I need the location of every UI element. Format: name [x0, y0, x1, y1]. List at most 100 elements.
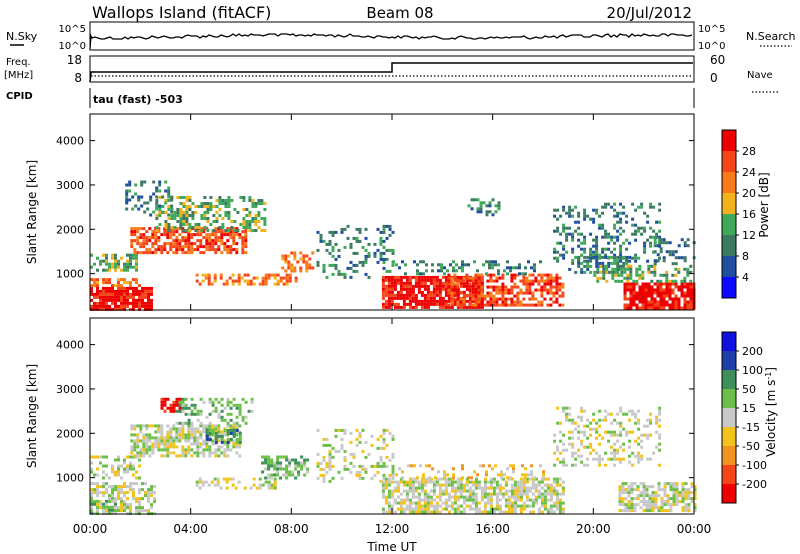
velocity-cell [501, 486, 505, 490]
velocity-cell [598, 418, 602, 422]
velocity-cell [184, 448, 188, 452]
power-cell [150, 286, 153, 290]
power-cell [215, 220, 219, 223]
power-cell [629, 306, 633, 310]
velocity-cell [129, 461, 132, 465]
power-cell [629, 264, 633, 268]
power-cell [497, 272, 500, 276]
power-cell [176, 211, 180, 214]
power-cell [111, 265, 114, 269]
velocity-cell [163, 454, 167, 458]
power-cell [438, 281, 442, 285]
velocity-cell [136, 445, 140, 449]
power-cell [583, 235, 587, 239]
power-cell [602, 270, 606, 274]
power-cell [135, 262, 138, 266]
power-cell [650, 288, 654, 292]
velocity-cell [420, 507, 424, 511]
power-cell [157, 248, 161, 252]
velocity-cell [132, 467, 135, 471]
power-cell [111, 284, 114, 288]
power-cell [613, 226, 617, 230]
velocity-cell [172, 424, 176, 428]
velocity-cell [525, 492, 529, 496]
velocity-cell [637, 418, 641, 422]
power-cell [194, 211, 198, 214]
velocity-cell [684, 491, 688, 495]
velocity-cell [642, 509, 646, 513]
power-cell [613, 247, 617, 251]
power-cell [476, 198, 480, 202]
power-cell [555, 285, 559, 289]
velocity-cell [225, 477, 229, 481]
velocity-cell [450, 480, 454, 484]
velocity-cell [627, 500, 631, 504]
power-cell [385, 236, 389, 240]
power-cell [244, 251, 248, 255]
colorbar-segment [722, 351, 736, 371]
velocity-cell [438, 483, 442, 487]
power-cell [574, 205, 578, 209]
power-cell [641, 297, 645, 301]
power-cell [200, 205, 204, 208]
power-cell [93, 278, 96, 282]
velocity-cell [516, 498, 520, 502]
power-cell [613, 214, 617, 218]
power-cell [337, 272, 341, 276]
velocity-cell [568, 412, 572, 416]
velocity-cell [217, 454, 221, 458]
power-cell [595, 255, 599, 259]
power-cell [224, 199, 228, 202]
velocity-cell [105, 509, 108, 513]
power-cell [644, 294, 648, 298]
power-cell [671, 288, 675, 292]
velocity-cell [154, 445, 158, 449]
power-cell [495, 288, 499, 292]
velocity-cell [136, 433, 140, 437]
power-cell [144, 301, 147, 305]
velocity-cell [196, 412, 200, 416]
velocity-cell [276, 458, 280, 462]
power-cell [586, 261, 590, 265]
velocity-cell [232, 403, 236, 407]
power-cell [355, 236, 359, 240]
velocity-cell [408, 489, 412, 493]
velocity-cell [208, 448, 212, 452]
power-cell [458, 266, 461, 270]
velocity-cell [364, 440, 368, 444]
velocity-cell [462, 483, 466, 487]
power-cell [396, 290, 400, 294]
velocity-cell [229, 437, 233, 441]
velocity-cell [405, 492, 409, 496]
velocity-cell [401, 476, 404, 480]
power-cell [105, 298, 108, 302]
velocity-cell [459, 495, 463, 499]
power-cell [422, 260, 425, 264]
power-cell [549, 285, 553, 289]
power-cell [181, 236, 185, 240]
power-cell [619, 244, 623, 248]
velocity-cell [471, 498, 475, 502]
colorbar-tick-label: 200 [742, 345, 763, 358]
power-cell [229, 251, 233, 255]
power-cell [426, 287, 430, 291]
power-cell [524, 272, 527, 276]
power-cell [93, 304, 96, 308]
power-cell [485, 260, 488, 264]
velocity-cell [613, 463, 617, 467]
power-cell [358, 260, 362, 264]
power-cell [146, 201, 150, 205]
power-cell [485, 213, 489, 217]
power-cell [284, 254, 288, 258]
power-cell [138, 284, 141, 288]
power-cell [530, 266, 533, 270]
velocity-cell [276, 464, 280, 468]
velocity-cell [420, 480, 424, 484]
velocity-cell [432, 483, 436, 487]
power-cell [422, 272, 425, 276]
velocity-cell [105, 502, 108, 506]
velocity-cell [690, 497, 694, 501]
power-cell [497, 263, 500, 267]
velocity-cell [610, 445, 614, 449]
